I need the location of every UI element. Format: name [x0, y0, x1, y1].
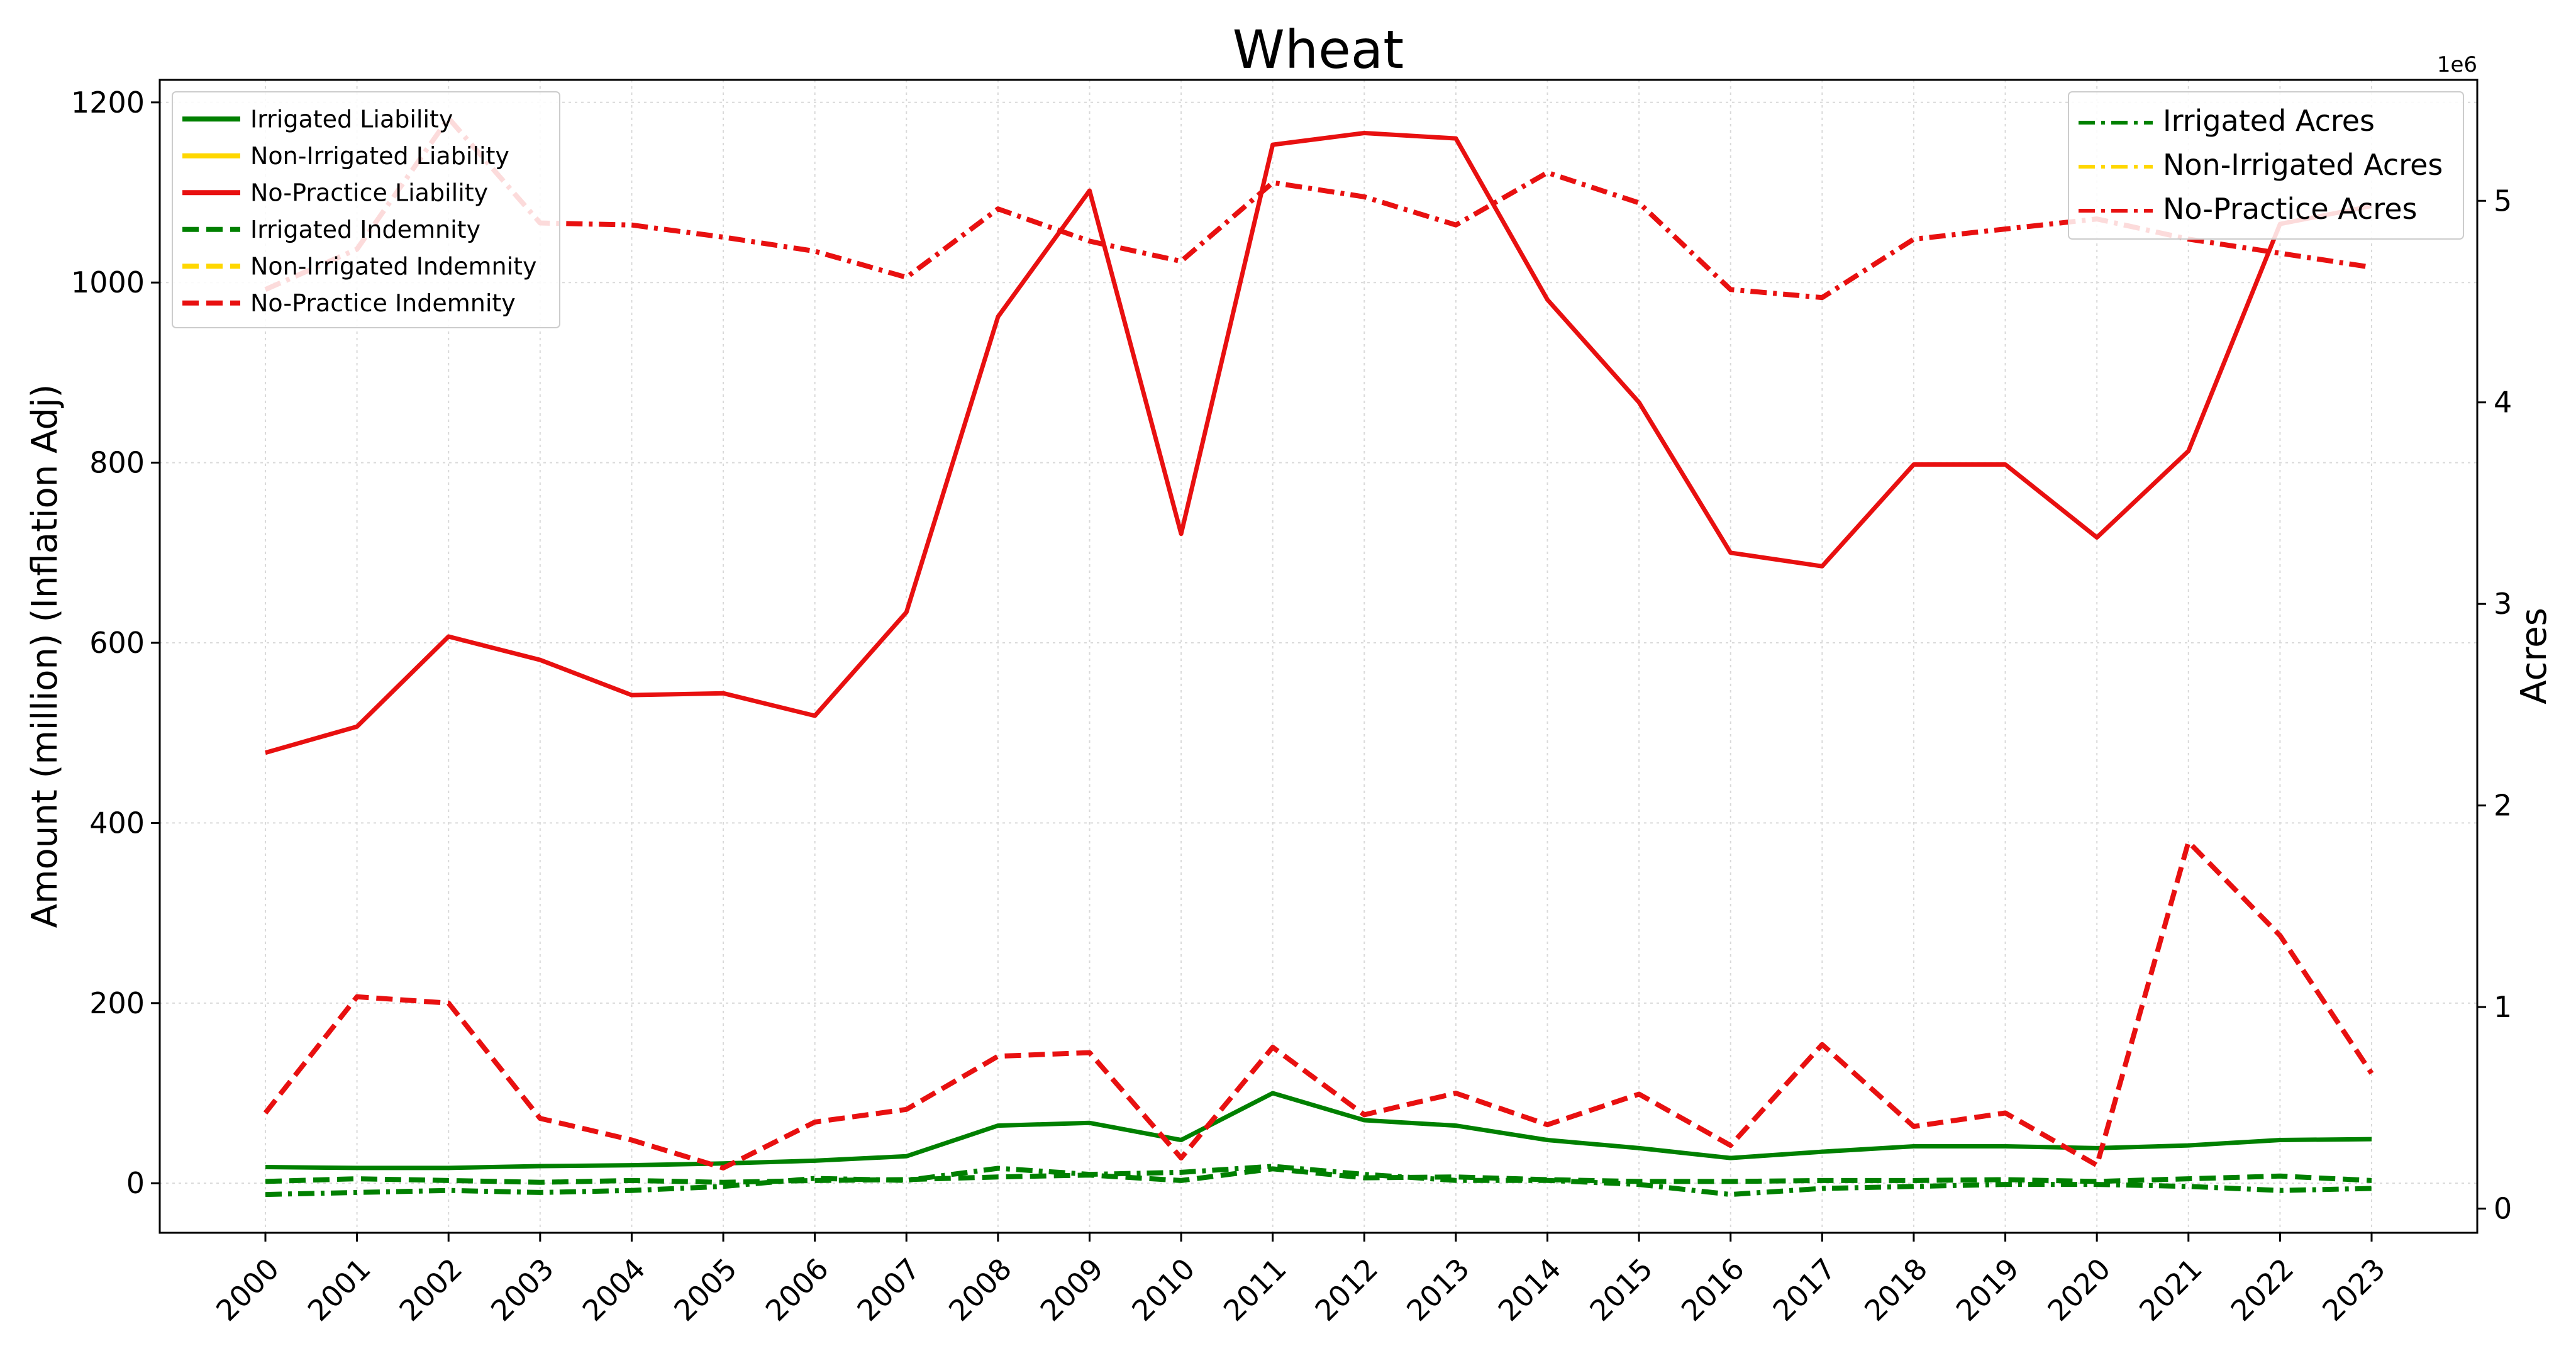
y-right-tick-label: 5: [2494, 184, 2512, 218]
legend-label: Irrigated Acres: [2163, 104, 2375, 138]
y-left-tick-label: 1000: [71, 265, 145, 299]
x-tick-label: 2010: [1125, 1252, 1201, 1328]
legend-label: Non-Irrigated Liability: [250, 142, 509, 170]
y-right-tick-label: 1: [2494, 990, 2512, 1024]
x-tick-label: 2006: [759, 1252, 835, 1328]
x-tick-label: 2015: [1583, 1252, 1659, 1328]
plot-frame: [158, 79, 2479, 1234]
left-axis-title: Amount (million) (Inflation Adj): [25, 384, 65, 928]
y-right-tick-label: 0: [2494, 1192, 2512, 1226]
right-axis-offset-text: 1e6: [2437, 52, 2477, 77]
series-line-no-practice-liability: [265, 131, 2372, 755]
x-tick-label: 2020: [2041, 1252, 2117, 1328]
series-line-irrigated-acres: [265, 1164, 2372, 1198]
legend-right: Irrigated Acres Non-Irrigated Acres No-Pra…: [2068, 91, 2464, 240]
legend-label: Irrigated Liability: [250, 105, 453, 133]
x-tick-label: 2008: [942, 1252, 1018, 1328]
x-tick-label: 2000: [209, 1252, 286, 1328]
x-tick-label: 2012: [1308, 1252, 1384, 1328]
x-tick-label: 2016: [1675, 1252, 1751, 1328]
y-right-tick-label: 2: [2494, 789, 2512, 823]
series-line-no-practice-indemnity: [263, 839, 2374, 1171]
x-tick-label: 2022: [2224, 1252, 2301, 1328]
right-axis-title: Acres: [2514, 608, 2555, 704]
x-tick-label: 2019: [1950, 1252, 2026, 1328]
y-left-tick-label: 400: [89, 806, 145, 840]
x-tick-label: 2001: [301, 1252, 377, 1328]
x-tick-label: 2005: [667, 1252, 743, 1328]
x-tick-label: 2013: [1400, 1252, 1476, 1328]
x-tick-label: 2017: [1766, 1252, 1842, 1328]
legend-label: No-Practice Liability: [250, 179, 488, 206]
series-line-irrigated-indemnity: [265, 1166, 2372, 1185]
x-tick-label: 2021: [2133, 1252, 2209, 1328]
series-line-irrigated-liability: [265, 1091, 2372, 1171]
legend-label: No-Practice Acres: [2163, 192, 2417, 226]
legend-label: Non-Irrigated Indemnity: [250, 252, 537, 280]
legend-left: Irrigated Liability Non-Irrigated Liabili…: [172, 91, 560, 328]
legend-label: No-Practice Indemnity: [250, 289, 516, 317]
x-tick-label: 2023: [2316, 1252, 2392, 1328]
y-right-tick-label: 3: [2494, 587, 2512, 621]
x-tick-label: 2011: [1217, 1252, 1293, 1328]
y-left-tick-label: 200: [89, 986, 145, 1020]
y-left-tick-label: 0: [126, 1166, 145, 1200]
y-left-tick-label: 800: [89, 446, 145, 480]
x-tick-label: 2018: [1858, 1252, 1934, 1328]
legend-left-box: [172, 91, 560, 328]
x-tick-label: 2002: [392, 1252, 469, 1328]
x-tick-label: 2014: [1492, 1252, 1568, 1328]
legend-right-box: [2068, 91, 2464, 240]
chart-title: Wheat: [1233, 19, 1404, 81]
y-right-tick-label: 4: [2494, 386, 2512, 420]
x-tick-label: 2003: [484, 1252, 560, 1328]
legend-label: Irrigated Indemnity: [250, 216, 480, 243]
x-tick-label: 2007: [850, 1252, 926, 1328]
legend-label: Non-Irrigated Acres: [2163, 148, 2443, 182]
y-left-tick-label: 600: [89, 626, 145, 660]
series-layer: [263, 115, 2374, 1198]
x-tick-label: 2004: [576, 1252, 652, 1328]
y-left-tick-label: 1200: [71, 86, 145, 120]
series-line-no-practice-acres: [264, 115, 2372, 301]
x-tick-label: 2009: [1034, 1252, 1110, 1328]
